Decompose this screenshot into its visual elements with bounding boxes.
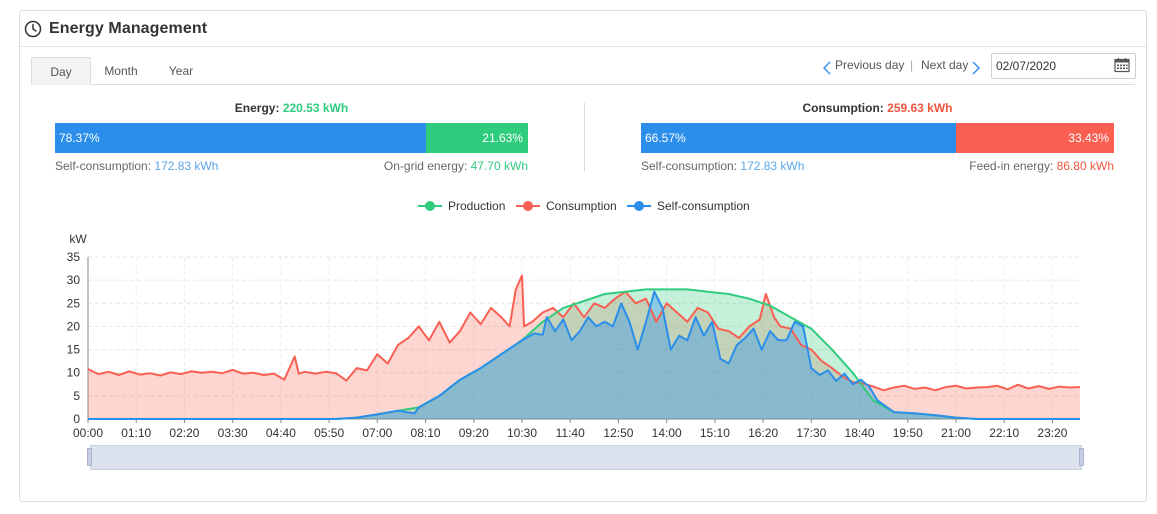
- energy-summary-title: Energy: 220.53 kWh: [55, 101, 528, 115]
- legend-self-consumption-label: Self-consumption: [657, 199, 750, 213]
- x-tick-label: 04:40: [266, 426, 296, 440]
- y-tick-label: 30: [67, 273, 81, 287]
- next-day-button[interactable]: Next day: [921, 58, 969, 72]
- y-tick-label: 5: [73, 389, 80, 403]
- x-tick-label: 00:00: [73, 426, 103, 440]
- energy-grid-label: On-grid energy:: [383, 159, 468, 173]
- y-tick-label: 25: [67, 296, 81, 310]
- consumption-feed-in: Feed-in energy: 86.80 kWh: [641, 159, 1114, 173]
- date-input[interactable]: [991, 53, 1136, 79]
- y-tick-label: 15: [67, 343, 81, 357]
- x-tick-label: 09:20: [459, 426, 489, 440]
- x-tick-label: 03:30: [218, 426, 248, 440]
- x-tick-label: 10:30: [507, 426, 537, 440]
- x-tick-label: 16:20: [748, 426, 778, 440]
- x-tick-label: 17:30: [796, 426, 826, 440]
- power-chart: 0 5 10 15 20 25 30 35 00:00 01:10 02:20 03:30 04:40 0…: [67, 232, 1081, 440]
- x-tick-label: 18:40: [845, 426, 875, 440]
- nav-separator: |: [910, 58, 914, 72]
- x-tick-label: 12:50: [603, 426, 633, 440]
- zoom-handle-left[interactable]: [87, 448, 92, 466]
- consumption-summary-title: Consumption: 259.63 kWh: [641, 101, 1114, 115]
- y-tick-label: 0: [73, 412, 80, 426]
- series-line-consumption: [87, 274, 1081, 392]
- x-tick-label: 01:10: [121, 426, 151, 440]
- consumption-label: Consumption:: [802, 101, 884, 115]
- zoom-handle-right[interactable]: [1079, 448, 1084, 466]
- energy-label: Energy:: [234, 101, 280, 115]
- series-line-self-consumption: [88, 290, 1080, 420]
- x-tick-label: 05:50: [314, 426, 344, 440]
- energy-total: 220.53 kWh: [282, 101, 349, 115]
- consumption-total: 259.63 kWh: [887, 101, 953, 115]
- panel-header: Energy Management: [20, 11, 1146, 47]
- y-tick-label: 35: [67, 250, 81, 264]
- consumption-self-label: Self-consumption:: [641, 159, 738, 173]
- clock-icon: [24, 20, 42, 38]
- x-tick-label: 19:50: [893, 426, 923, 440]
- tab-month[interactable]: Month: [104, 64, 138, 78]
- energy-self-bar: 78.37%: [55, 123, 426, 153]
- chevron-right-icon[interactable]: [971, 61, 981, 75]
- consumption-feed-bar: 33.43%: [956, 123, 1114, 153]
- consumption-feed-value: 86.80 kWh: [1056, 159, 1114, 173]
- legend-self-consumption-marker: [627, 201, 651, 211]
- legend-production-marker: [418, 201, 442, 211]
- zoom-slider[interactable]: [90, 445, 1082, 470]
- consumption-self-value: 172.83 kWh: [740, 159, 805, 173]
- x-tick-label: 14:00: [652, 426, 682, 440]
- consumption-self-consumption: Self-consumption: 172.83 kWh: [641, 159, 804, 173]
- legend-consumption-marker: [516, 201, 540, 211]
- x-tick-label: 22:10: [989, 426, 1019, 440]
- consumption-self-bar: 66.57%: [641, 123, 956, 153]
- energy-on-grid: On-grid energy: 47.70 kWh: [55, 159, 528, 173]
- series-area-self-consumption: [88, 291, 1080, 419]
- energy-grid-bar: 21.63%: [426, 123, 528, 153]
- x-tick-label: 21:00: [941, 426, 971, 440]
- legend-consumption-label: Consumption: [546, 199, 617, 213]
- energy-self-value: 172.83 kWh: [154, 159, 219, 173]
- x-tick-label: 02:20: [169, 426, 199, 440]
- calendar-icon[interactable]: [1114, 57, 1130, 73]
- legend-production-label: Production: [448, 199, 506, 213]
- y-axis-label: kW: [69, 232, 87, 246]
- x-tick-label: 15:10: [700, 426, 730, 440]
- tab-day[interactable]: Day: [31, 57, 91, 85]
- energy-management-panel: Energy Management Day Month Year Previou…: [19, 10, 1147, 502]
- tab-year[interactable]: Year: [168, 64, 194, 78]
- consumption-feed-label: Feed-in energy:: [969, 159, 1054, 173]
- x-tick-label: 23:20: [1037, 426, 1067, 440]
- x-tick-label: 11:40: [556, 426, 585, 440]
- period-tabs: Day Month Year: [31, 57, 1135, 85]
- summary-divider: [584, 103, 585, 171]
- energy-self-pct: 78.37%: [59, 131, 100, 145]
- previous-day-button[interactable]: Previous day: [835, 58, 905, 72]
- energy-grid-value: 47.70 kWh: [470, 159, 528, 173]
- series-area-consumption: [88, 275, 1080, 419]
- page-title: Energy Management: [49, 20, 208, 37]
- series-area-production: [88, 289, 1080, 419]
- energy-grid-pct: 21.63%: [482, 131, 523, 145]
- x-tick-label: 08:10: [411, 426, 441, 440]
- y-tick-label: 20: [67, 319, 81, 333]
- consumption-feed-pct: 33.43%: [1068, 131, 1109, 145]
- energy-self-label: Self-consumption:: [55, 159, 152, 173]
- x-tick-label: 07:00: [362, 426, 392, 440]
- chevron-left-icon[interactable]: [822, 61, 832, 75]
- energy-self-consumption: Self-consumption: 172.83 kWh: [55, 159, 218, 173]
- consumption-self-pct: 66.57%: [645, 131, 686, 145]
- y-tick-label: 10: [67, 366, 81, 380]
